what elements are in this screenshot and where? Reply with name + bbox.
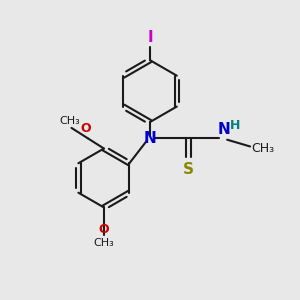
Text: S: S bbox=[183, 162, 194, 177]
Text: O: O bbox=[99, 223, 109, 236]
Text: CH₃: CH₃ bbox=[60, 116, 80, 126]
Text: CH₃: CH₃ bbox=[252, 142, 275, 155]
Text: I: I bbox=[147, 30, 153, 45]
Text: N: N bbox=[144, 131, 156, 146]
Text: CH₃: CH₃ bbox=[94, 238, 114, 248]
Text: H: H bbox=[230, 119, 241, 132]
Text: N: N bbox=[217, 122, 230, 137]
Text: O: O bbox=[80, 122, 91, 135]
